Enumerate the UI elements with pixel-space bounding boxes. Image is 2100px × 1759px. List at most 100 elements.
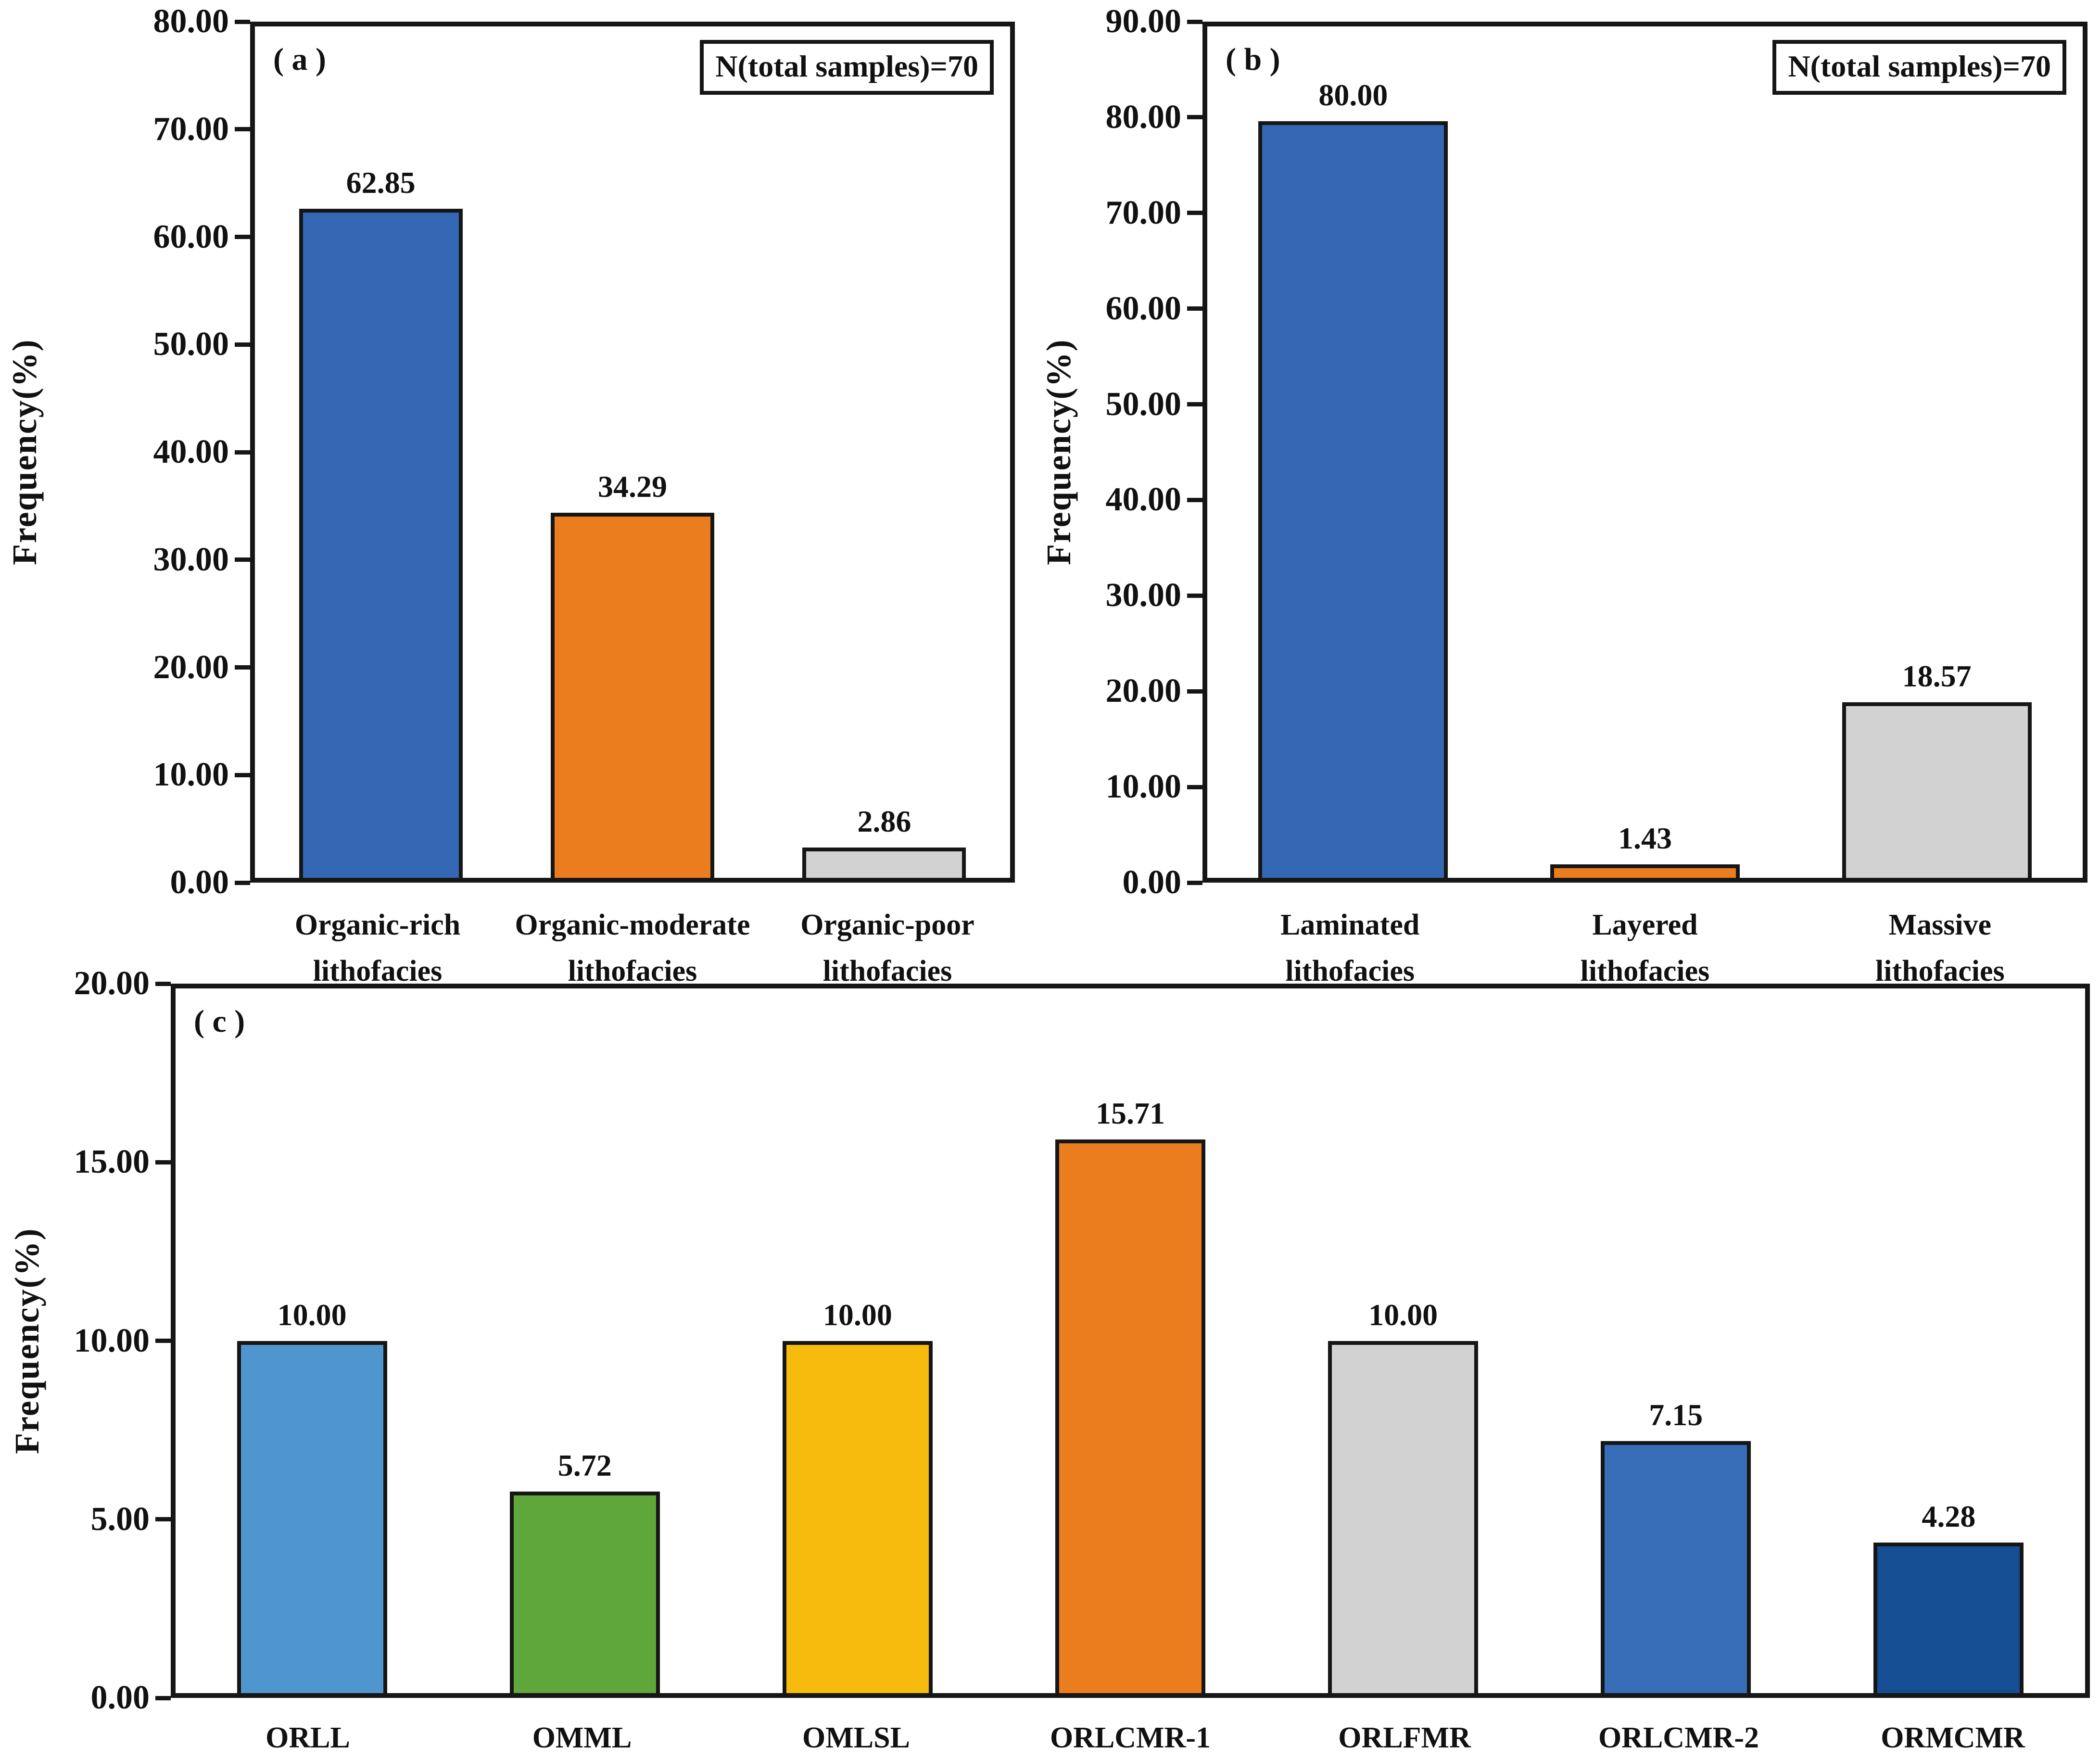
y-tick: 0.00: [1122, 864, 1202, 901]
bar-orll: [237, 1341, 387, 1693]
y-axis-ticks: 90.00 80.00 70.00 60.00 50.00 40.00 30.00 20.00…: [1029, 5, 1202, 899]
y-tick: 10.00: [153, 756, 250, 794]
y-tick-label: 40.00: [153, 433, 229, 470]
x-category-label: ORLCMR-2: [1542, 1715, 1816, 1759]
y-tick-label: 60.00: [1105, 290, 1182, 327]
x-category-line: Organic-rich: [294, 909, 461, 941]
bar-value-label: 18.57: [1902, 658, 1972, 693]
y-tick: 70.00: [153, 110, 250, 148]
y-tick: 50.00: [153, 328, 250, 361]
bar-value-label: 4.28: [1922, 1499, 1976, 1533]
y-tick-label: 10.00: [153, 756, 229, 794]
y-tick: 30.00: [1105, 577, 1202, 614]
y-tick: 15.00: [74, 1145, 171, 1179]
x-axis-labels: Organic-rich lithofacies Organic-moderate l…: [250, 902, 1015, 994]
x-category-line: ORMCMR: [1881, 1721, 2025, 1754]
y-tick-mark: [235, 235, 250, 239]
y-tick-label: 0.00: [1122, 864, 1182, 901]
x-category-line: OMML: [532, 1721, 632, 1754]
x-category-label: Massive lithofacies: [1793, 902, 2087, 994]
y-tick-mark: [1187, 306, 1202, 311]
y-tick-mark: [1187, 593, 1202, 598]
x-category-line: lithofacies: [568, 955, 697, 988]
x-category-line: lithofacies: [1580, 955, 1710, 988]
chart-panel-b: Frequency(%) 90.00 80.00 70.00 60.00 50.00 40…: [1029, 0, 2100, 987]
y-tick: 20.00: [1105, 672, 1202, 710]
bar-value-label: 5.72: [557, 1448, 612, 1483]
x-category-line: Laminated: [1280, 909, 1420, 941]
x-category-label: ORLCMR-1: [993, 1715, 1267, 1759]
bar-value-label: 10.00: [1368, 1297, 1438, 1332]
y-tick-mark: [1187, 497, 1202, 502]
y-tick-label: 90.00: [1105, 3, 1182, 40]
y-tick-label: 80.00: [153, 3, 229, 40]
x-category-label: Layered lithofacies: [1497, 902, 1792, 994]
plot-area: ( b ) N(total samples)=70 80.00 1.43 18.57: [1202, 22, 2087, 883]
y-tick-label: 0.00: [90, 1679, 150, 1716]
y-tick-label: 20.00: [153, 648, 229, 686]
y-tick-label: 0.00: [170, 864, 229, 901]
bars-container: 80.00 1.43 18.57: [1207, 26, 2083, 878]
x-category-label: Laminated lithofacies: [1202, 902, 1497, 994]
y-tick: 20.00: [153, 648, 250, 686]
y-tick: 60.00: [153, 218, 250, 255]
chart-panel-a: Frequency(%) 80.00 70.00 60.00 50.00 40.00 30…: [0, 0, 1025, 987]
x-category-line: Massive: [1888, 909, 1992, 941]
y-tick-label: 40.00: [1105, 481, 1182, 519]
y-tick-mark: [155, 1160, 171, 1164]
y-tick-label: 20.00: [74, 965, 150, 1002]
x-category-label: OMLSL: [719, 1715, 993, 1759]
x-axis-labels: ORLL OMML OMLSL ORLCMR-1 ORLFMR ORLCMR-2 ORMCM…: [171, 1715, 2090, 1759]
x-category-line: lithofacies: [822, 955, 952, 988]
y-tick: 80.00: [1105, 98, 1202, 136]
bar-value-label: 10.00: [277, 1297, 347, 1332]
x-category-line: ORLCMR-2: [1598, 1721, 1759, 1754]
sample-count-box: N(total samples)=70: [700, 40, 994, 95]
bar-value-label: 7.15: [1649, 1398, 1703, 1432]
bar-value-label: 10.00: [822, 1297, 892, 1332]
bar-ormcmr: [1873, 1542, 2024, 1693]
y-tick-label: 15.00: [74, 1143, 150, 1181]
panel-letter: ( b ): [1226, 42, 1280, 77]
y-tick: 50.00: [1106, 387, 1202, 421]
panel-letter: ( c ): [194, 1004, 245, 1039]
bars-container: 10.00 5.72 10.00 15.71 10.00 7.15 4.28: [176, 988, 2085, 1693]
y-tick-mark: [235, 342, 250, 347]
y-tick: 80.00: [153, 3, 250, 40]
x-category-label: Organic-rich lithofacies: [250, 902, 505, 994]
bar-value-label: 34.29: [598, 469, 667, 504]
y-tick: 20.00: [74, 967, 171, 1000]
x-category-label: ORLFMR: [1267, 1715, 1542, 1759]
y-tick-label: 30.00: [1105, 577, 1182, 614]
y-tick-mark: [155, 1517, 171, 1522]
bar-value-label: 80.00: [1318, 77, 1388, 112]
y-tick: 0.00: [170, 864, 250, 901]
y-tick-mark: [235, 127, 250, 132]
bar-massive-lithofacies: [1842, 702, 2032, 878]
y-tick: 70.00: [1106, 196, 1202, 230]
bar-laminated-lithofacies: [1258, 121, 1448, 878]
x-category-line: Layered: [1592, 909, 1698, 941]
x-category-line: ORLCMR-1: [1050, 1721, 1211, 1754]
y-tick-label: 70.00: [153, 110, 229, 148]
y-tick-label: 20.00: [1105, 672, 1182, 710]
chart-panel-c: Frequency(%) 20.00 15.00 10.00 5.00 0.00 ( c…: [0, 967, 2100, 1759]
y-axis-ticks: 20.00 15.00 10.00 5.00 0.00: [0, 967, 171, 1715]
x-category-line: lithofacies: [313, 955, 443, 988]
y-tick-label: 80.00: [1105, 98, 1182, 136]
y-tick-mark: [235, 665, 250, 670]
bar-layered-lithofacies: [1550, 864, 1740, 878]
y-tick-mark: [1187, 211, 1202, 215]
y-tick-label: 5.00: [90, 1500, 150, 1538]
y-tick-mark: [1187, 880, 1202, 885]
y-tick-mark: [1187, 19, 1202, 24]
bar-organic-poor-lithofacies: [802, 847, 966, 878]
y-tick-mark: [1187, 115, 1202, 120]
x-category-line: ORLL: [266, 1721, 350, 1754]
y-tick-label: 60.00: [153, 218, 229, 255]
x-category-line: lithofacies: [1285, 955, 1415, 988]
bar-organic-moderate-lithofacies: [550, 513, 715, 878]
bar-value-label: 1.43: [1618, 821, 1672, 855]
y-tick-mark: [235, 772, 250, 777]
plot-area: ( c ) 10.00 5.72 10.00 15.71 10.00 7.15 4.28: [171, 984, 2090, 1698]
